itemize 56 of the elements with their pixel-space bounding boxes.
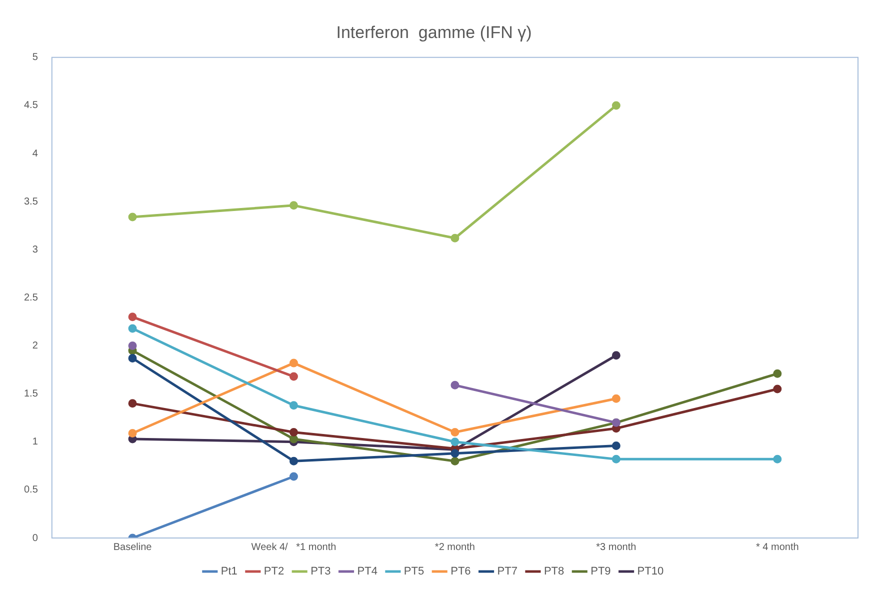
legend-label: PT4 <box>357 566 378 578</box>
x-tick-label: *3 month <box>596 542 636 553</box>
point <box>773 454 782 464</box>
legend-label: PT3 <box>310 566 331 578</box>
legend-label: PT7 <box>497 566 518 578</box>
x-tick-label: * 4 month <box>756 542 799 553</box>
x-tick-label: Baseline <box>113 542 152 553</box>
point <box>128 212 137 222</box>
point <box>289 372 298 381</box>
point <box>450 234 460 242</box>
point <box>128 399 137 408</box>
y-tick-label: 4 <box>32 148 38 160</box>
point <box>612 394 620 403</box>
point <box>128 354 137 363</box>
legend-label: PT9 <box>590 566 611 578</box>
legend-label: PT10 <box>637 566 664 578</box>
point <box>773 369 782 378</box>
x-tick-label: *2 month <box>434 542 475 553</box>
point <box>128 312 137 322</box>
point <box>450 449 460 458</box>
point <box>450 438 460 446</box>
y-tick-label: 2.5 <box>24 292 38 304</box>
point <box>612 351 620 360</box>
legend-label: PT5 <box>404 566 424 578</box>
point <box>612 441 620 450</box>
point <box>128 428 137 438</box>
point <box>289 358 298 368</box>
point <box>289 201 298 210</box>
y-tick-label: 5 <box>32 52 38 64</box>
y-tick-label: 3.5 <box>24 196 38 208</box>
y-tick-label: 1 <box>32 436 38 448</box>
y-tick-label: 1.5 <box>24 388 38 400</box>
chart-title: Interferon gamme (IFN γ) <box>336 22 532 42</box>
point <box>612 454 620 464</box>
y-tick-label: 3 <box>32 244 38 256</box>
legend-label: PT2 <box>264 566 284 578</box>
point <box>289 428 298 437</box>
point <box>289 472 298 481</box>
point <box>289 434 298 444</box>
point <box>128 342 137 350</box>
legend-label: Pt1 <box>220 566 238 578</box>
legend-label: PT8 <box>544 566 564 578</box>
x-tick-label: Week 4/ *1 month <box>251 542 336 553</box>
point <box>450 380 460 390</box>
y-tick-label: 0 <box>32 532 38 544</box>
point <box>450 428 460 437</box>
point <box>612 101 620 110</box>
point <box>450 456 460 466</box>
y-tick-label: 4.5 <box>24 100 38 112</box>
y-tick-label: 2 <box>32 340 38 352</box>
y-tick-label: 0.5 <box>24 484 38 496</box>
point <box>289 401 298 410</box>
point <box>289 456 298 466</box>
legend-label: PT6 <box>450 566 471 578</box>
point <box>128 324 137 333</box>
point <box>773 384 782 394</box>
